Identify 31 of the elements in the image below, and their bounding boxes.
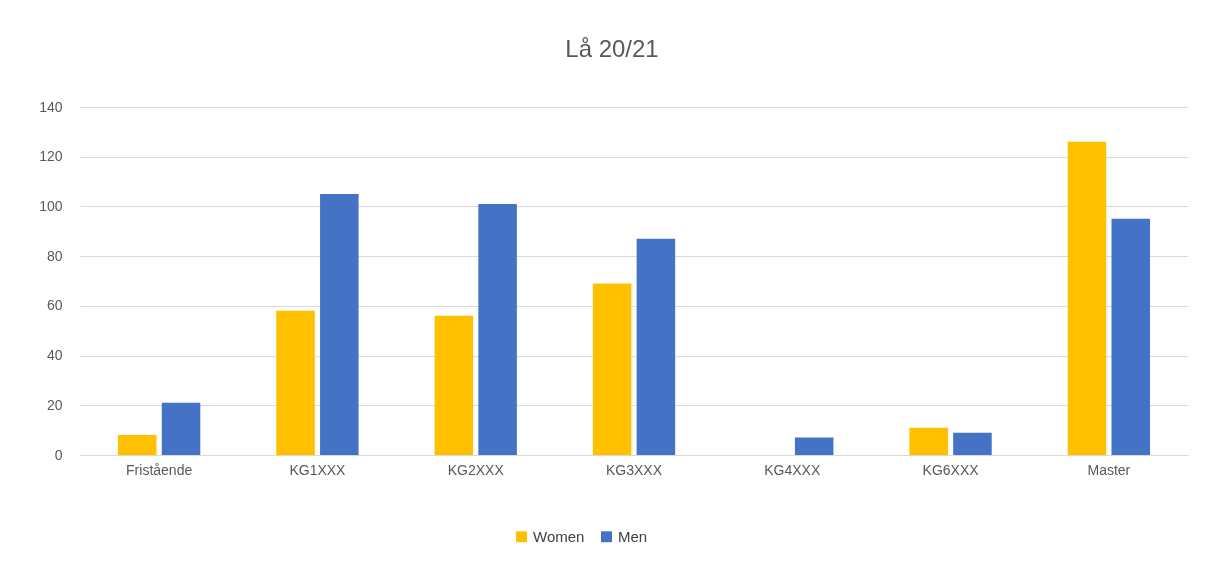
y-tick-label: 140 [39,98,63,115]
bar [434,315,474,455]
bar [794,437,834,455]
bar [1111,218,1151,455]
bar [276,310,315,455]
bar [1067,141,1107,455]
y-tick-label: 60 [46,297,63,314]
legend-label: Women [533,527,585,545]
y-tick-label: 100 [39,197,63,214]
y-tick-label: 40 [46,347,63,364]
bar [320,194,359,455]
x-tick-label: Master [1087,461,1131,478]
y-tick-label: 120 [39,148,63,165]
bar [953,432,992,455]
chart-title: Lå 20/21 [565,35,659,62]
y-tick-label: 80 [46,247,63,264]
y-tick-label: 0 [54,446,63,463]
bar [909,427,948,455]
x-tick-label: KG6XXX [922,461,980,478]
bar [636,238,676,455]
legend-label: Men [618,527,648,545]
x-tick-label: Fristående [126,461,193,478]
x-tick-label: KG1XXX [289,461,347,478]
bar [592,283,632,455]
y-tick-label: 20 [46,396,63,413]
x-tick-label: KG2XXX [447,461,505,478]
x-tick-label: KG4XXX [764,461,821,478]
bar [117,435,157,455]
bar [161,402,201,455]
bar [478,203,517,455]
x-tick-label: KG3XXX [605,461,663,478]
